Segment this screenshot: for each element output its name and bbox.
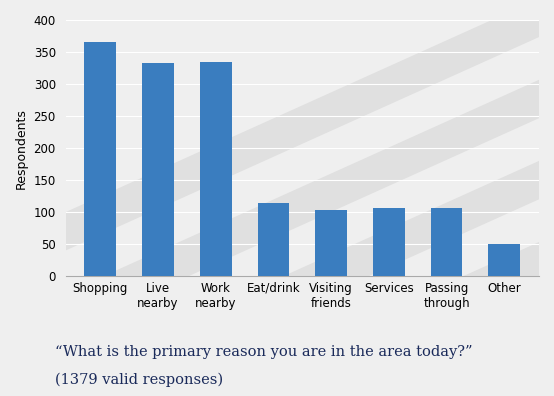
Text: (1379 valid responses): (1379 valid responses): [55, 372, 223, 386]
Bar: [142, 63, 174, 276]
Y-axis label: Respondents: Respondents: [15, 108, 28, 188]
Bar: [315, 209, 347, 276]
Polygon shape: [0, 20, 554, 276]
Polygon shape: [104, 20, 554, 276]
Text: “What is the primary reason you are in the area today?”: “What is the primary reason you are in t…: [55, 345, 473, 358]
Bar: [373, 208, 405, 276]
Bar: [84, 42, 116, 276]
Bar: [431, 208, 463, 276]
Polygon shape: [283, 20, 554, 276]
Bar: [258, 202, 289, 276]
Bar: [489, 244, 520, 276]
Bar: [200, 62, 232, 276]
Polygon shape: [463, 20, 554, 276]
